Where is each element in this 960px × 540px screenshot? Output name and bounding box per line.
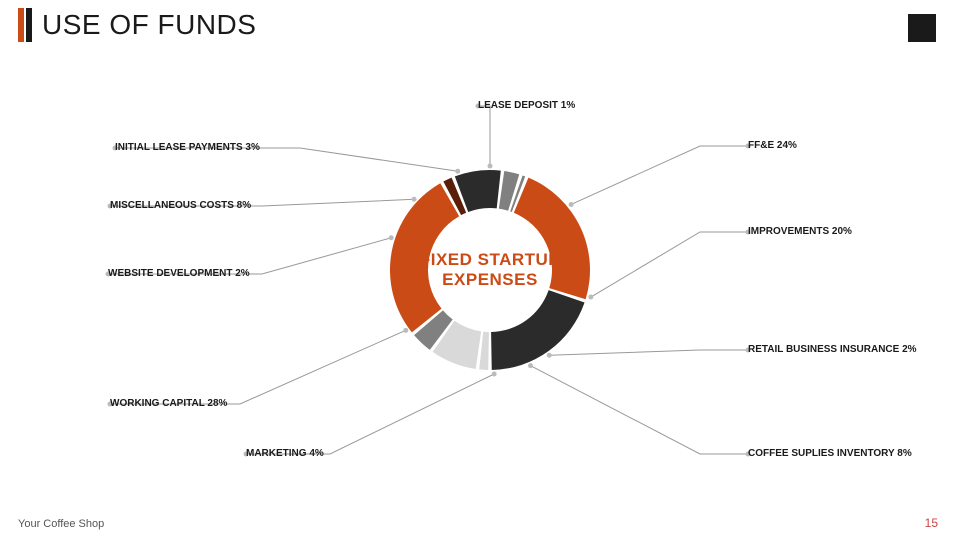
center-line-2: EXPENSES bbox=[442, 270, 538, 290]
slice-label: IMPROVEMENTS 20% bbox=[748, 226, 852, 237]
donut-chart: FIXED STARTUP EXPENSES LEASE DEPOSIT 1% F… bbox=[0, 0, 960, 540]
slice-label: COFFEE SUPLIES INVENTORY 8% bbox=[748, 448, 912, 459]
leader-line bbox=[591, 232, 748, 297]
slice-label: FF&E 24% bbox=[748, 140, 797, 151]
slice-label: WEBSITE DEVELOPMENT 2% bbox=[108, 268, 250, 279]
slice-label: MARKETING 4% bbox=[246, 448, 324, 459]
leader-line bbox=[110, 330, 406, 404]
footer-company: Your Coffee Shop bbox=[18, 518, 104, 530]
slice-label: INITIAL LEASE PAYMENTS 3% bbox=[115, 142, 260, 153]
slice-label: WORKING CAPITAL 28% bbox=[110, 398, 227, 409]
slice-label: RETAIL BUSINESS INSURANCE 2% bbox=[748, 344, 917, 355]
slice-label: MISCELLANEOUS COSTS 8% bbox=[110, 200, 251, 211]
slice-label: LEASE DEPOSIT 1% bbox=[478, 100, 575, 111]
footer-page-number: 15 bbox=[925, 516, 938, 530]
leader-line bbox=[246, 374, 494, 454]
chart-center-text: FIXED STARTUP EXPENSES bbox=[380, 160, 600, 380]
center-line-1: FIXED STARTUP bbox=[420, 250, 560, 270]
leader-line bbox=[478, 106, 490, 166]
